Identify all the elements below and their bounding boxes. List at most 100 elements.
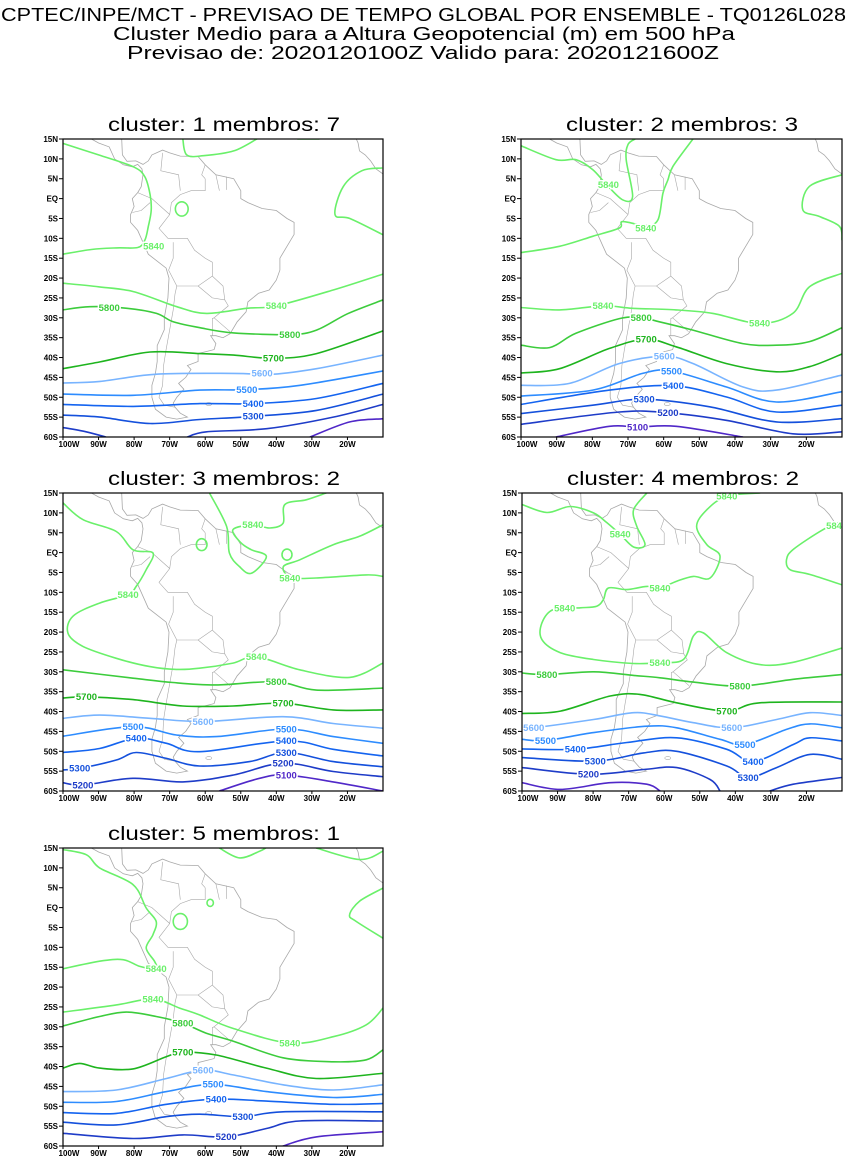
lon-tick-label: 50W	[233, 440, 250, 449]
country-border	[158, 178, 231, 332]
contour-label: 5840	[142, 994, 163, 1005]
country-border	[660, 518, 665, 533]
contour-label: 5800	[631, 313, 652, 324]
lat-tick-label: 15N	[43, 135, 58, 144]
contour-label: 5400	[126, 733, 147, 744]
contour-label: 5300	[276, 748, 297, 759]
contour-label: 5840	[266, 301, 287, 312]
contour-5800	[521, 316, 842, 349]
contour-5200	[63, 762, 383, 786]
country-border	[201, 518, 206, 533]
lon-tick-label: 60W	[197, 794, 214, 803]
lat-tick-label: 50S	[44, 747, 59, 756]
contour-label: 5840	[649, 583, 670, 594]
lon-tick-label: 60W	[655, 440, 672, 449]
contour-label: 5600	[193, 1065, 214, 1076]
country-border	[590, 202, 609, 213]
contour-5800	[63, 299, 383, 336]
lon-tick-label: 70W	[620, 440, 637, 449]
country-border	[670, 317, 673, 336]
lon-tick-label: 60W	[197, 440, 214, 449]
contour-label: 5800	[536, 670, 557, 681]
contour-5700	[521, 338, 842, 374]
map-area: 5840 5840 5840 5840 5800 5700 5700 5600 5500 5500…	[63, 493, 383, 791]
contour-label: 5200	[216, 1132, 237, 1143]
lon-tick-label: 40W	[268, 1149, 285, 1157]
lon-tick-label: 20W	[339, 1149, 356, 1157]
contour-5400	[63, 382, 383, 408]
contour-label: 5700	[76, 692, 97, 703]
contour-5840	[63, 998, 383, 1045]
lon-tick-label: 80W	[126, 440, 143, 449]
country-border	[158, 532, 231, 686]
lon-tick-label: 90W	[90, 440, 107, 449]
contour-label: 5840	[610, 530, 631, 541]
country-border	[160, 152, 181, 191]
africa-coastline	[814, 493, 842, 529]
lat-tick-label: 5N	[48, 884, 58, 893]
contour-label: 5500	[236, 385, 257, 396]
lat-tick-label: 35S	[502, 334, 517, 343]
lat-tick-label: 20S	[44, 274, 59, 283]
map-area: 5840 5840 5800 5800 5700 5600 5500 5400 5300	[63, 139, 383, 437]
country-border	[137, 901, 170, 924]
contour-5840	[218, 848, 267, 859]
contour-5840	[785, 520, 842, 586]
lat-tick-label: 5S	[506, 214, 516, 223]
lon-tick-label: 50W	[233, 794, 250, 803]
lon-tick-label: 80W	[126, 794, 143, 803]
lat-tick-label: 40S	[44, 1063, 59, 1072]
lat-tick-label: 10N	[43, 509, 58, 518]
contour-loop-5840	[172, 912, 189, 931]
country-border	[168, 596, 178, 641]
country-border	[168, 242, 178, 287]
contour-5100	[282, 1130, 383, 1146]
contour-label: 5500	[535, 736, 556, 747]
contour-loop-5840	[195, 537, 208, 552]
lat-tick-label: 20S	[44, 628, 59, 637]
lat-tick-label: 35S	[44, 334, 59, 343]
lat-tick-label: 30S	[44, 1023, 59, 1032]
lat-tick-label: 25S	[502, 294, 517, 303]
contour-label: 5400	[243, 399, 264, 410]
contour-5500	[522, 723, 842, 746]
contour-label: 5840	[635, 223, 656, 234]
contour-label: 5700	[172, 1048, 193, 1059]
contour-5840	[334, 167, 383, 236]
contour-label: 5300	[232, 1112, 253, 1123]
contour-5840	[63, 848, 159, 970]
country-border	[627, 596, 637, 641]
contour-loop-5840	[206, 898, 215, 908]
contour-5840	[208, 493, 327, 575]
contour-5500	[63, 370, 383, 397]
contour-label: 5840	[246, 652, 267, 663]
contour-5400	[522, 736, 842, 763]
country-border	[215, 528, 220, 545]
contour-label: 5700	[263, 354, 284, 365]
contour-label: 5800	[172, 1019, 193, 1030]
contour-5840	[63, 273, 383, 315]
country-border	[617, 639, 637, 762]
lat-tick-label: 60S	[502, 433, 517, 442]
africa-coastline	[355, 848, 383, 884]
lon-tick-label: 70W	[161, 440, 178, 449]
lon-tick-label: 70W	[620, 794, 637, 803]
map-frame	[62, 492, 384, 792]
country-border	[656, 285, 684, 301]
contour-label: 5700	[636, 335, 657, 346]
country-border	[616, 178, 689, 332]
lon-tick-label: 30W	[304, 794, 321, 803]
contour-label: 5300	[69, 764, 90, 775]
lat-tick-label: EQ	[46, 195, 58, 204]
contour-5840	[539, 493, 842, 667]
lat-tick-label: EQ	[46, 549, 58, 558]
contour-label: 5840	[279, 573, 300, 584]
contour-label: 5840	[242, 520, 263, 531]
contour-5600	[521, 355, 842, 392]
lat-tick-label: 30S	[44, 668, 59, 677]
lat-tick-label: 55S	[503, 767, 518, 776]
lon-tick-label: 20W	[798, 440, 815, 449]
contour-5840	[521, 139, 636, 203]
lon-tick-label: 30W	[304, 440, 321, 449]
lat-tick-label: 55S	[44, 1122, 59, 1131]
